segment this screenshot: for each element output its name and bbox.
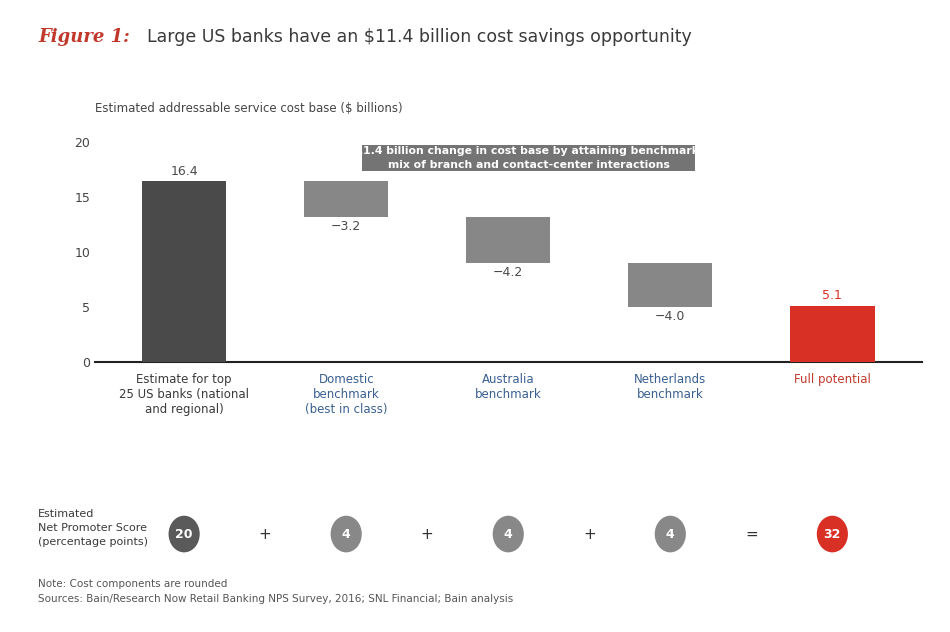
Bar	[466, 217, 550, 263]
Text: Large US banks have an $11.4 billion cost savings opportunity: Large US banks have an $11.4 billion cos…	[147, 28, 692, 46]
Text: 4: 4	[666, 528, 674, 540]
Text: +: +	[421, 526, 433, 542]
Bar	[304, 181, 389, 217]
Text: =: =	[745, 526, 758, 542]
Text: +: +	[583, 526, 596, 542]
Text: Figure 1:: Figure 1:	[38, 28, 136, 46]
FancyBboxPatch shape	[362, 145, 694, 171]
Text: −4.2: −4.2	[493, 266, 523, 279]
Bar	[790, 306, 875, 362]
Text: −4.0: −4.0	[656, 310, 686, 323]
Text: 4: 4	[504, 528, 513, 540]
Text: −3.2: −3.2	[331, 220, 361, 233]
Text: 16.4: 16.4	[170, 165, 198, 178]
Bar	[628, 263, 712, 307]
Text: Estimated addressable service cost base ($ billions): Estimated addressable service cost base …	[95, 102, 403, 115]
Text: 5.1: 5.1	[823, 289, 843, 302]
Text: +: +	[258, 526, 272, 542]
Text: Note: Cost components are rounded
Sources: Bain/Research Now Retail Banking NPS : Note: Cost components are rounded Source…	[38, 579, 513, 604]
Text: $11.4 billion change in cost base by attaining benchmark’s
mix of branch and con: $11.4 billion change in cost base by att…	[348, 146, 710, 170]
Text: 20: 20	[176, 528, 193, 540]
Bar	[142, 181, 226, 362]
Text: 4: 4	[342, 528, 351, 540]
Text: 32: 32	[824, 528, 841, 540]
Text: Estimated
Net Promoter Score
(percentage points): Estimated Net Promoter Score (percentage…	[38, 509, 148, 547]
